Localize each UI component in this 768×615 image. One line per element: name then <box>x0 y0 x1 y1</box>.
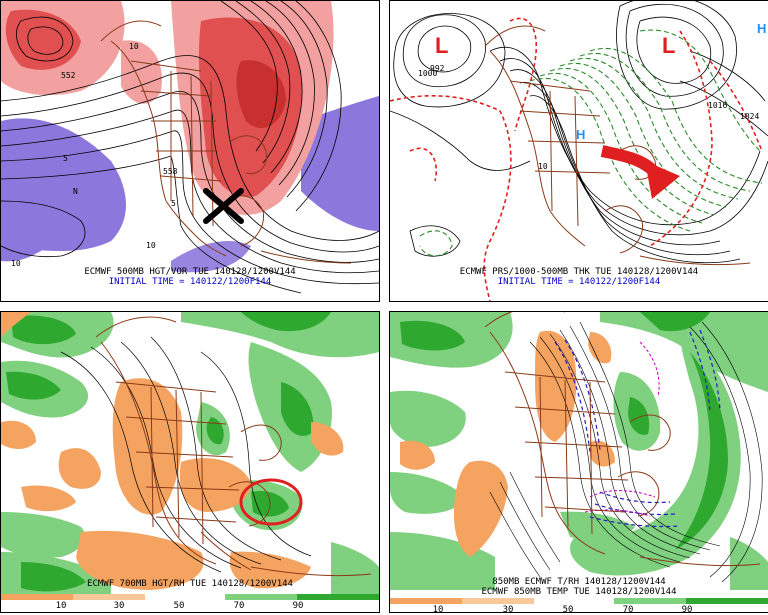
height-contours <box>60 336 312 573</box>
colorbar-tick: 10 <box>432 605 444 613</box>
vorticity-map: 552 558 5 5 N 10 10 10 <box>1 1 379 301</box>
geography-outlines <box>484 312 761 567</box>
moist-areas <box>390 312 768 590</box>
colorbar-tick: 70 <box>622 605 634 613</box>
colorbar-segment-dry-light <box>73 594 145 600</box>
colorbar-segment-moist-light <box>225 594 297 600</box>
panel-850mb-temp-rh: 850MB ECMWF T/RH 140128/1200V144 ECMWF 8… <box>389 311 768 613</box>
low-pressure-marker: L <box>435 33 448 58</box>
freezing-line-contours <box>584 341 660 517</box>
high-pressure-marker: H <box>757 21 766 36</box>
temperature-contours <box>489 321 763 583</box>
cold-temperature-contours <box>554 329 721 528</box>
positive-vorticity-area <box>121 40 162 104</box>
panel-caption-secondary: ECMWF 850MB TEMP TUE 140128/1200V144 <box>481 587 677 597</box>
panel-caption: ECMWF 500MB HGT/VOR TUE 140128/1200V144 <box>84 267 296 277</box>
colorbar-tick: 50 <box>562 605 574 613</box>
thickness-contours-cold <box>419 29 763 257</box>
isobar-label: 1024 <box>740 112 759 121</box>
isobar-label: 10 <box>538 162 548 171</box>
colorbar-segment-neutral <box>534 598 614 604</box>
colorbar-tick: 50 <box>173 601 185 611</box>
colorbar-tick: 10 <box>55 601 67 611</box>
contour-label: 5 <box>171 199 176 208</box>
panel-initial-time: INITIAL TIME = 140122/1200F144 <box>497 277 661 287</box>
rh-700mb-map <box>1 312 379 598</box>
thickness-contours-warm <box>390 17 763 301</box>
panel-500mb-vorticity: 552 558 5 5 N 10 10 10 ECMWF 500MB HGT/V… <box>0 0 380 302</box>
red-circle-annotation <box>239 478 303 526</box>
colorbar-segment-moist-dark <box>686 598 768 604</box>
negative-vorticity-area <box>171 241 251 273</box>
temp-rh-850mb-map <box>390 312 768 590</box>
colorbar-segment-dry-dark <box>390 598 462 604</box>
x-mark-annotation <box>203 188 244 224</box>
contour-label: 5 <box>63 154 68 163</box>
colorbar-segment-moist-light <box>614 598 686 604</box>
panel-caption: 850MB ECMWF T/RH 140128/1200V144 <box>492 577 666 587</box>
dry-areas <box>1 312 344 590</box>
isobar-label: 992 <box>430 64 445 73</box>
colorbar-tick: 30 <box>113 601 125 611</box>
low-pressure-marker: L <box>662 33 675 58</box>
positive-vorticity-area <box>236 60 286 129</box>
colorbar-segment-dry-light <box>462 598 534 604</box>
colorbar-segment-moist-dark <box>297 594 379 600</box>
panel-pressure-thickness: L L H H 992 1000 1016 1024 10 ECMWF PRS/… <box>389 0 768 302</box>
colorbar-tick: 90 <box>292 601 304 611</box>
colorbar-segment-dry-dark <box>1 594 73 600</box>
contour-label: 552 <box>61 71 76 80</box>
colorbar-segment-neutral <box>145 594 225 600</box>
colorbar-tick: 70 <box>233 601 245 611</box>
geography-outlines <box>484 25 751 266</box>
high-pressure-marker: H <box>576 127 585 142</box>
negative-vorticity-area <box>301 96 379 231</box>
contour-label: 10 <box>11 259 21 268</box>
contour-label: 558 <box>163 167 178 176</box>
red-curved-arrow-annotation <box>600 145 680 199</box>
colorbar-tick: 30 <box>502 605 514 613</box>
colorbar-tick: 90 <box>681 605 693 613</box>
contour-label: N <box>73 187 78 196</box>
panel-caption: ECMWF 700MB HGT/RH TUE 140128/1200V144 <box>87 579 293 589</box>
geography-outlines <box>100 20 352 264</box>
panel-700mb-rh: ECMWF 700MB HGT/RH TUE 140128/1200V144 1… <box>0 311 380 613</box>
panel-caption: ECMWF PRS/1000-500MB THK TUE 140128/1200… <box>459 267 699 277</box>
isobar-label: 1000 <box>418 69 437 78</box>
pressure-thickness-map: L L H H 992 1000 1016 1024 10 <box>390 1 768 301</box>
height-contours <box>1 1 379 294</box>
isobar-label: 1016 <box>708 101 727 110</box>
rh-colorbar: 10 30 50 70 90 <box>1 594 379 611</box>
contour-label: 10 <box>129 42 139 51</box>
panel-initial-time: INITIAL TIME = 140122/1200F144 <box>108 277 272 287</box>
contour-label: 10 <box>146 241 156 250</box>
rh-colorbar: 10 30 50 70 90 <box>390 598 768 612</box>
